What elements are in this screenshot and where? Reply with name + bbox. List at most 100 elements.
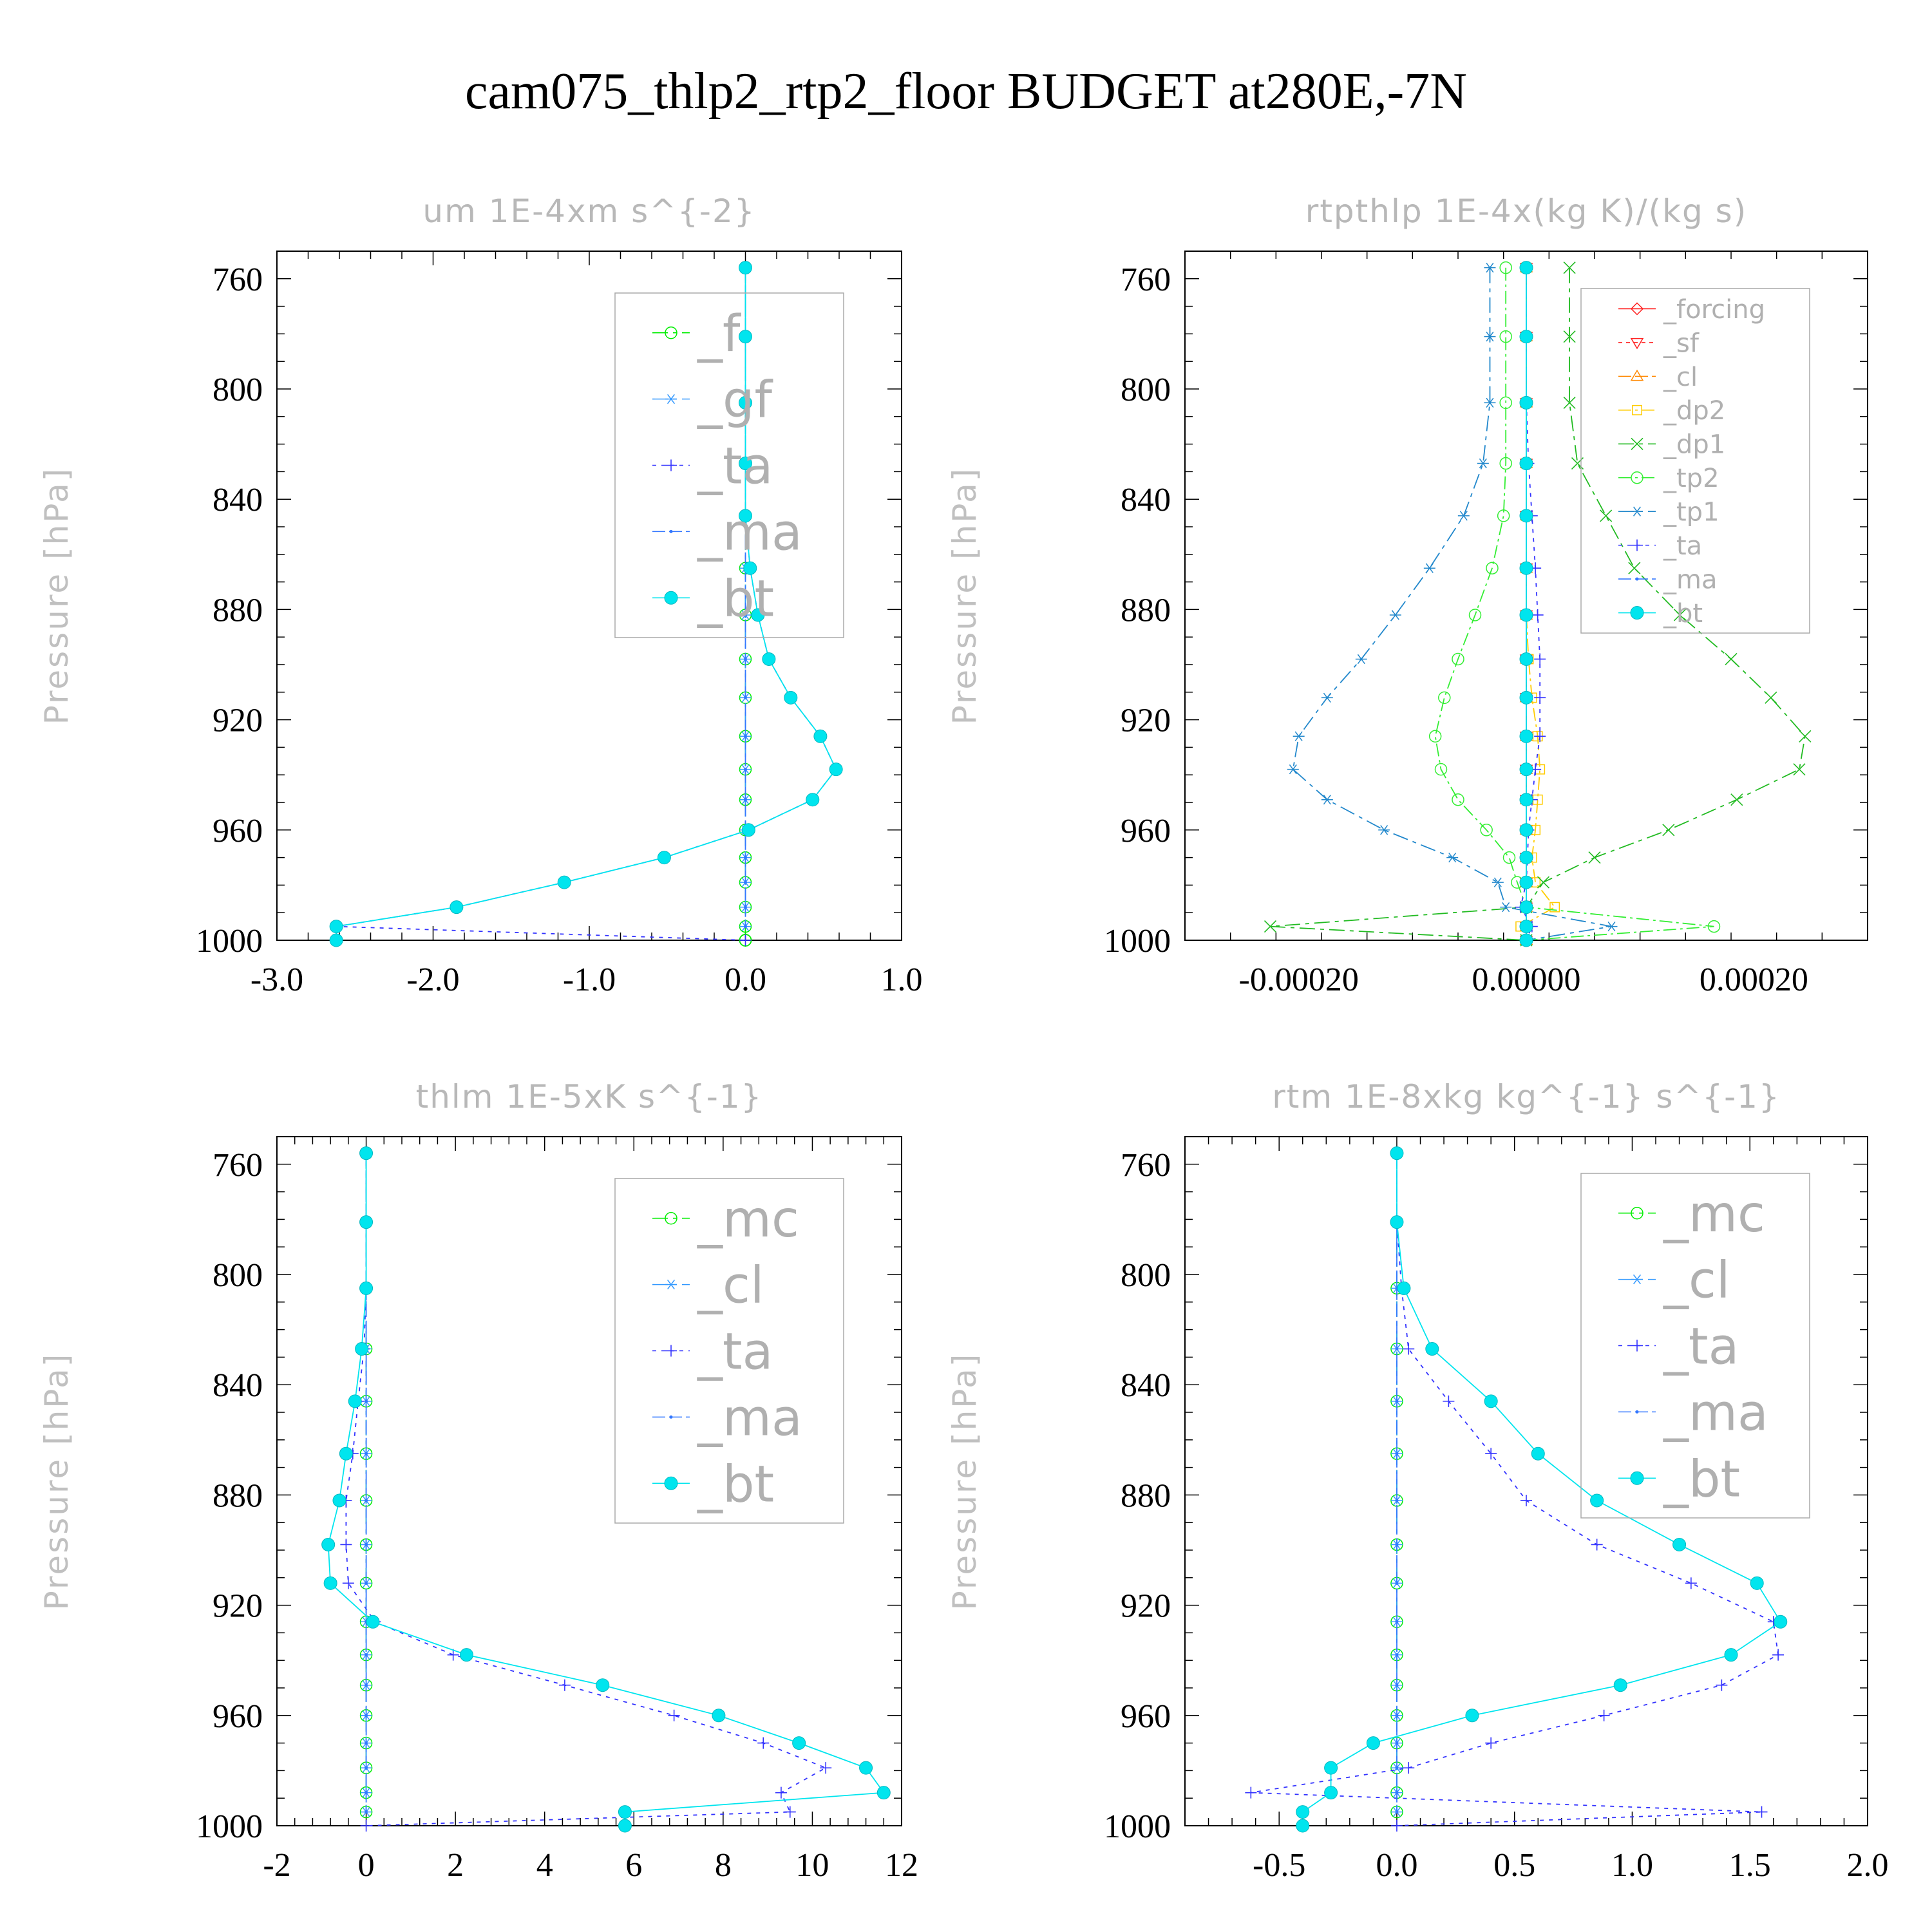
data-point — [1519, 608, 1533, 622]
data-point — [360, 1820, 372, 1832]
data-point — [1390, 1215, 1404, 1229]
data-point — [365, 1542, 368, 1546]
data-point — [1716, 1679, 1728, 1691]
data-point — [359, 1146, 374, 1160]
x-tick-label: 6 — [625, 1847, 642, 1884]
data-point — [1395, 1581, 1399, 1585]
data-point — [1423, 563, 1435, 573]
legend-label: _tp2 — [1663, 464, 1719, 493]
legend-label: _ma — [697, 504, 802, 562]
series-bt — [329, 261, 843, 947]
x-tick-label: -0.5 — [1253, 1847, 1305, 1884]
series-bt — [1519, 261, 1533, 947]
data-point — [1321, 795, 1333, 805]
data-point — [1537, 876, 1550, 889]
y-tick-label: 840 — [213, 482, 263, 518]
data-point — [1563, 396, 1576, 409]
data-point — [1519, 561, 1533, 575]
x-tick-label: 10 — [795, 1847, 829, 1884]
data-point — [1321, 692, 1333, 703]
data-point — [1519, 920, 1533, 934]
data-point — [757, 1737, 770, 1749]
data-point — [739, 934, 752, 946]
data-point — [1390, 1146, 1404, 1160]
y-tick-label: 840 — [1121, 482, 1171, 518]
legend-label: _bt — [1663, 599, 1703, 629]
data-point — [1355, 654, 1367, 665]
data-point — [365, 1810, 368, 1814]
legend-label: _bt — [697, 1455, 774, 1513]
data-point — [1497, 509, 1510, 522]
data-point — [657, 851, 671, 865]
data-point — [339, 1446, 353, 1461]
data-point — [1465, 1709, 1479, 1723]
legend-marker — [1631, 437, 1643, 450]
series-line — [1251, 1153, 1779, 1826]
x-tick-label: 0.0 — [1376, 1847, 1417, 1884]
data-point — [1457, 511, 1470, 521]
data-point — [1519, 395, 1533, 410]
y-tick-label: 800 — [1121, 372, 1171, 408]
data-point — [744, 696, 747, 699]
data-point — [1707, 920, 1721, 933]
y-tick-label: 960 — [213, 1698, 263, 1735]
legend-marker — [1630, 337, 1644, 350]
data-point — [1519, 875, 1533, 889]
x-tick-label: -1.0 — [563, 961, 616, 998]
legend-marker — [1630, 1471, 1644, 1485]
series-tp1 — [1287, 263, 1618, 945]
x-tick-label: -0.00020 — [1239, 961, 1359, 998]
legend-marker — [665, 1345, 677, 1357]
legend-marker — [1631, 1206, 1643, 1220]
data-point — [1685, 1577, 1697, 1589]
data-point — [1395, 1791, 1399, 1795]
y-tick-label: 880 — [213, 1477, 263, 1514]
data-point — [1724, 1648, 1738, 1662]
legend-marker — [665, 459, 677, 471]
plot-frame — [1184, 1136, 1868, 1826]
data-point — [1519, 457, 1533, 471]
data-point — [1534, 730, 1546, 743]
legend-marker — [1635, 577, 1639, 581]
y-tick-label: 800 — [213, 1257, 263, 1294]
legend-marker — [665, 1279, 677, 1290]
y-tick-label: 880 — [1121, 1477, 1171, 1514]
data-point — [813, 729, 828, 743]
legend-label: _f — [697, 305, 741, 363]
y-tick-label: 880 — [213, 592, 263, 629]
x-tick-label: 1.5 — [1729, 1847, 1771, 1884]
x-tick-label: 0.00020 — [1700, 961, 1808, 998]
data-point — [741, 823, 755, 837]
legend-label: _mc — [1663, 1186, 1765, 1244]
data-point — [329, 920, 343, 934]
data-point — [1519, 933, 1533, 947]
chart-panel-2: rtpthlp 1E-4x(kg K)/(kg s) Pressure [hPa]… — [946, 193, 1868, 998]
data-point — [876, 1786, 891, 1800]
data-point — [1628, 562, 1641, 574]
y-axis-label: Pressure [hPa] — [946, 1352, 983, 1611]
data-point — [1477, 458, 1489, 469]
y-tick-label: 960 — [1121, 1698, 1171, 1735]
data-point — [459, 1648, 473, 1662]
data-point — [365, 1499, 368, 1502]
data-point — [1730, 793, 1743, 806]
data-point — [1519, 261, 1533, 275]
data-point — [1403, 1762, 1415, 1774]
y-tick-label: 760 — [1121, 261, 1171, 298]
x-tick-label: 0 — [358, 1847, 375, 1884]
legend-marker — [1631, 1274, 1643, 1285]
data-point — [1395, 1347, 1399, 1351]
data-point — [1480, 824, 1493, 837]
data-point — [668, 1709, 680, 1721]
x-tick-label: -3.0 — [251, 961, 303, 998]
data-point — [1434, 762, 1448, 776]
chart-panel-3: thlm 1E-5xK s^{-1}Pressure [hPa]76080084… — [38, 1078, 918, 1884]
legend-marker — [1635, 1410, 1639, 1414]
data-point — [1446, 852, 1459, 863]
data-point — [1519, 652, 1533, 666]
data-point — [1672, 1537, 1687, 1551]
data-point — [1484, 332, 1496, 342]
data-point — [1499, 396, 1512, 410]
data-point — [1403, 1343, 1415, 1355]
y-tick-label: 1000 — [1104, 923, 1171, 960]
